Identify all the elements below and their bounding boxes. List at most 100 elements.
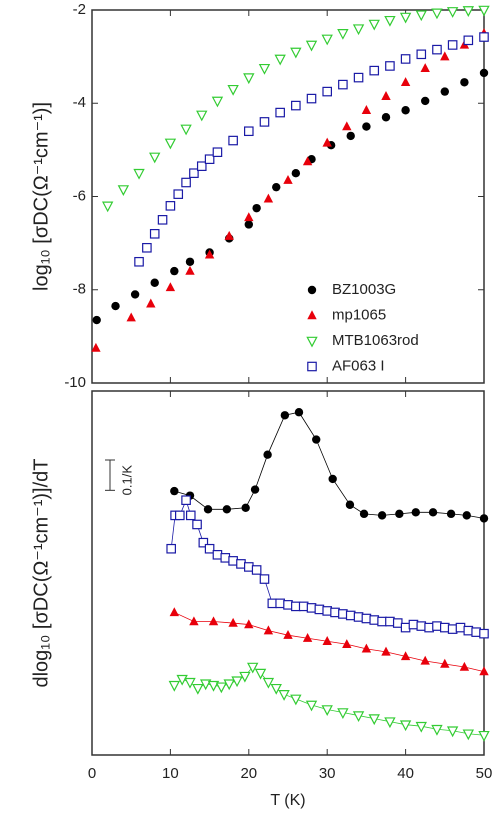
point [463,625,474,636]
bottom-frame [91,390,485,756]
point [447,40,458,50]
point [306,603,317,613]
point [440,51,450,61]
point [381,646,391,656]
point [280,411,290,420]
point [361,643,372,653]
point [224,230,234,240]
point [199,679,212,691]
point [342,639,352,648]
point [258,63,271,75]
point [463,35,474,46]
point [275,598,285,609]
point [283,600,293,610]
point [411,508,420,517]
point [181,495,191,505]
x-axis-label: T (K) [270,792,305,809]
point [165,282,176,292]
point [401,106,410,115]
point [263,625,274,635]
legend-label: MTB1063rod [332,332,419,349]
point [117,185,130,196]
point [322,86,332,97]
x-tick-label: 30 [319,765,336,782]
point [146,298,156,308]
point [212,549,223,560]
point [244,619,254,629]
x-tick-label: 40 [397,765,414,782]
point [302,633,313,642]
point [361,613,372,624]
point [338,609,348,619]
point [400,77,411,86]
point [274,54,286,66]
point [381,91,391,100]
point [222,505,232,514]
point [142,242,152,253]
point [384,717,396,729]
point [322,636,332,645]
point [400,622,411,633]
point [278,690,290,701]
scale-bar-label: 0.1/K [119,465,134,496]
point [369,615,380,625]
point [314,604,325,615]
point [359,509,369,519]
point [291,100,301,111]
point [250,485,260,494]
point [244,126,254,137]
point [164,138,177,150]
point [294,408,304,417]
point [228,617,238,627]
point [166,543,176,554]
point [353,72,364,83]
point [432,621,442,631]
point [446,509,456,519]
point [168,680,181,692]
point [428,508,438,517]
point [446,7,459,18]
point [184,677,196,689]
point [196,161,207,171]
point [254,668,267,680]
point [440,658,450,668]
point [479,514,489,523]
point [368,19,380,31]
point [305,40,318,52]
point [345,610,356,621]
point [361,105,372,114]
point [185,510,196,521]
point [149,229,160,239]
point [204,249,215,259]
point [447,624,458,634]
point [259,574,270,584]
point [479,628,489,639]
point [420,63,430,72]
point [291,168,301,178]
point [381,113,391,122]
point [479,32,489,42]
legend-label: AF063 I [332,357,385,374]
point [198,537,209,548]
point [421,96,430,106]
point [241,503,250,512]
point [189,616,199,626]
point [478,5,490,17]
y-tick-label: -2 [73,1,86,18]
point [306,93,317,104]
point [196,110,208,122]
point [415,721,427,733]
point [400,54,411,64]
point [440,87,449,96]
x-tick-label: 50 [476,765,493,782]
point [377,511,387,520]
point [185,257,195,266]
point [170,266,179,276]
y-tick-label: -4 [73,94,86,111]
point [180,124,192,136]
point [399,12,412,24]
point [322,606,332,616]
point [228,556,238,566]
point [321,705,333,716]
